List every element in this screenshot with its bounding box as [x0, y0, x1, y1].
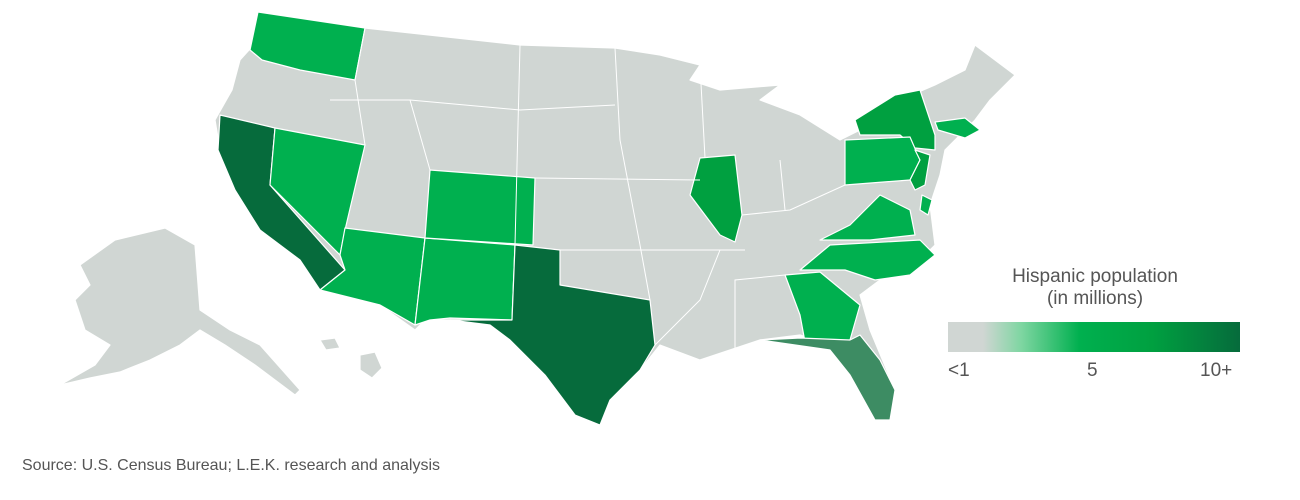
state-delaware: [919, 194, 933, 216]
legend-title: Hispanic population (in millions): [950, 266, 1240, 310]
state-new-jersey: [909, 149, 931, 191]
legend-title-line2: (in millions): [1046, 288, 1144, 309]
state-florida: [759, 334, 896, 421]
state-north-carolina: [799, 239, 936, 281]
source-note: Source: U.S. Census Bureau; L.E.K. resea…: [22, 457, 440, 474]
state-hawaii: [359, 351, 383, 379]
state-colorado: [424, 169, 536, 246]
state-alaska: [59, 227, 301, 396]
state-hawaii-islands: [319, 337, 341, 351]
state-new-mexico: [414, 237, 516, 326]
state-borders: [330, 27, 846, 350]
state-pennsylvania: [844, 136, 921, 186]
state-new-york: [854, 89, 936, 151]
legend-tick-max: 10+: [1200, 360, 1233, 381]
state-texas: [449, 244, 656, 426]
state-massachusetts: [934, 117, 981, 139]
state-illinois: [689, 154, 743, 243]
legend-tick-mid: 5: [1087, 360, 1098, 381]
legend-color-bar: [948, 322, 1240, 352]
legend-title-line1: Hispanic population: [1012, 266, 1178, 287]
legend-tick-min: <1: [948, 360, 970, 381]
state-virginia: [819, 194, 916, 241]
